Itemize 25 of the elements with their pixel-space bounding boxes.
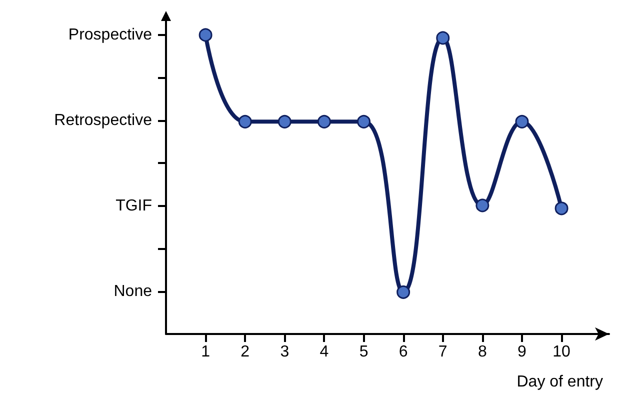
- text: None: [114, 282, 152, 300]
- point: [357, 114, 371, 128]
- x-tick-label: 3: [280, 344, 290, 360]
- point: [278, 114, 292, 128]
- point: [476, 198, 490, 212]
- point: [198, 28, 212, 42]
- point: [515, 114, 529, 128]
- point: [396, 285, 410, 299]
- text: Retrospective: [54, 112, 152, 129]
- x-tick-label: 4: [320, 344, 329, 360]
- x-axis-title: Day of entry: [516, 374, 603, 390]
- x-tick-label: 10: [552, 344, 571, 360]
- point: [317, 114, 331, 128]
- point: [238, 114, 252, 128]
- x-tick-label: 9: [518, 344, 527, 360]
- text: TGIF: [116, 197, 152, 214]
- x-tick-label: 7: [438, 344, 448, 360]
- point: [554, 202, 568, 216]
- x-tick-label: 6: [398, 344, 408, 360]
- text: Prospective: [68, 26, 152, 44]
- x-tick-label: 2: [240, 344, 250, 360]
- x-tick-label: 8: [478, 344, 487, 360]
- point: [436, 31, 450, 45]
- x-tick-label: 1: [201, 344, 210, 360]
- x-tick-label: 5: [359, 344, 368, 360]
